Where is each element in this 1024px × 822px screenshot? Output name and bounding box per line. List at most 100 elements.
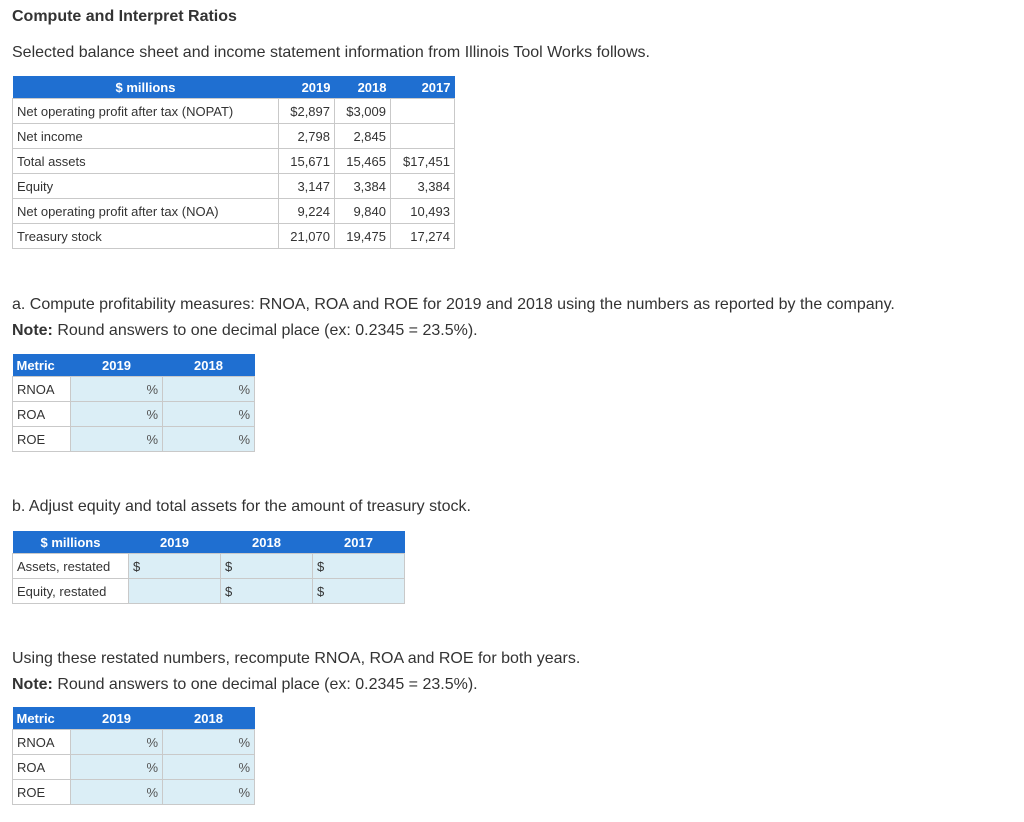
- cell-2018: $3,009: [334, 98, 391, 124]
- restated-rnoa-2019-input[interactable]: %: [70, 729, 163, 755]
- table-row: Assets, restated $ $ $: [12, 553, 405, 579]
- cell-2017: $17,451: [390, 148, 455, 174]
- part-c-note-label: Note:: [12, 676, 53, 693]
- table-row: Net income 2,798 2,845: [12, 123, 455, 149]
- table-row: RNOA % %: [12, 376, 255, 402]
- cell-2019: 2,798: [278, 123, 335, 149]
- table-row: ROA % %: [12, 754, 255, 780]
- dollar-unit: $: [317, 558, 325, 574]
- percent-unit: %: [146, 784, 158, 800]
- roe-2019-input[interactable]: %: [70, 426, 163, 452]
- table-row: Net operating profit after tax (NOA) 9,2…: [12, 198, 455, 224]
- cell-2019: 21,070: [278, 223, 335, 249]
- percent-unit: %: [146, 381, 158, 397]
- percent-unit: %: [146, 406, 158, 422]
- table-header-row: $ millions 2019 2018 2017: [12, 531, 405, 554]
- header-2017: 2017: [390, 76, 455, 99]
- header-2019: 2019: [128, 531, 221, 554]
- table-row: ROE % %: [12, 779, 255, 805]
- cell-2018: 9,840: [334, 198, 391, 224]
- cell-2019: $2,897: [278, 98, 335, 124]
- restated-roa-2019-input[interactable]: %: [70, 754, 163, 780]
- metric-label: ROA: [12, 754, 71, 780]
- cell-2019: 3,147: [278, 173, 335, 199]
- header-2018: 2018: [162, 707, 255, 730]
- restated-rnoa-2018-input[interactable]: %: [162, 729, 255, 755]
- header-metric: Metric: [12, 354, 71, 377]
- roe-2018-input[interactable]: %: [162, 426, 255, 452]
- percent-unit: %: [146, 431, 158, 447]
- cell-2017: 17,274: [390, 223, 455, 249]
- restated-table: $ millions 2019 2018 2017 Assets, restat…: [12, 531, 405, 604]
- cell-2017: [390, 98, 455, 124]
- header-2017: 2017: [312, 531, 405, 554]
- row-label: Treasury stock: [12, 223, 279, 249]
- row-label: Net income: [12, 123, 279, 149]
- cell-2017: 3,384: [390, 173, 455, 199]
- table-row: RNOA % %: [12, 729, 255, 755]
- part-c-text: Using these restated numbers, recompute …: [12, 650, 581, 667]
- part-c-note-text: Round answers to one decimal place (ex: …: [52, 676, 478, 693]
- metric-label: ROA: [12, 401, 71, 427]
- header-metric: Metric: [12, 707, 71, 730]
- part-a-question: a. Compute profitability measures: RNOA,…: [12, 292, 895, 344]
- row-label: Assets, restated: [12, 553, 129, 579]
- table-header-row: $ millions 2019 2018 2017: [12, 76, 455, 99]
- financial-data-table: $ millions 2019 2018 2017 Net operating …: [12, 76, 455, 249]
- part-a-note-label: Note:: [12, 322, 53, 339]
- row-label: Net operating profit after tax (NOPAT): [12, 98, 279, 124]
- dollar-unit: $: [317, 583, 325, 599]
- assets-2017-input[interactable]: $: [312, 553, 405, 579]
- header-2018: 2018: [334, 76, 391, 99]
- table-header-row: Metric 2019 2018: [12, 707, 255, 730]
- part-c-question: Using these restated numbers, recompute …: [12, 646, 580, 698]
- metric-label: ROE: [12, 426, 71, 452]
- intro-text: Selected balance sheet and income statem…: [12, 44, 650, 61]
- cell-2017: 10,493: [390, 198, 455, 224]
- table-row: Equity 3,147 3,384 3,384: [12, 173, 455, 199]
- part-b-question: b. Adjust equity and total assets for th…: [12, 498, 471, 515]
- table-row: Total assets 15,671 15,465 $17,451: [12, 148, 455, 174]
- percent-unit: %: [146, 734, 158, 750]
- restated-roa-2018-input[interactable]: %: [162, 754, 255, 780]
- cell-2018: 15,465: [334, 148, 391, 174]
- percent-unit: %: [238, 406, 250, 422]
- row-label: Equity: [12, 173, 279, 199]
- header-millions: $ millions: [12, 531, 129, 554]
- restated-roe-2018-input[interactable]: %: [162, 779, 255, 805]
- cell-2017: [390, 123, 455, 149]
- metric-label: RNOA: [12, 376, 71, 402]
- part-a-text: a. Compute profitability measures: RNOA,…: [12, 296, 895, 313]
- table-row: Equity, restated $ $: [12, 578, 405, 604]
- dollar-unit: $: [225, 583, 233, 599]
- table-header-row: Metric 2019 2018: [12, 354, 255, 377]
- percent-unit: %: [238, 381, 250, 397]
- header-2019: 2019: [70, 707, 163, 730]
- equity-2019-input[interactable]: [128, 578, 221, 604]
- cell-2018: 3,384: [334, 173, 391, 199]
- percent-unit: %: [146, 759, 158, 775]
- assets-2018-input[interactable]: $: [220, 553, 313, 579]
- cell-2018: 2,845: [334, 123, 391, 149]
- metric-label: ROE: [12, 779, 71, 805]
- percent-unit: %: [238, 784, 250, 800]
- equity-2018-input[interactable]: $: [220, 578, 313, 604]
- percent-unit: %: [238, 759, 250, 775]
- dollar-unit: $: [225, 558, 233, 574]
- percent-unit: %: [238, 431, 250, 447]
- header-2019: 2019: [70, 354, 163, 377]
- assets-2019-input[interactable]: $: [128, 553, 221, 579]
- cell-2018: 19,475: [334, 223, 391, 249]
- roa-2019-input[interactable]: %: [70, 401, 163, 427]
- restated-roe-2019-input[interactable]: %: [70, 779, 163, 805]
- page-title: Compute and Interpret Ratios: [12, 8, 237, 25]
- equity-2017-input[interactable]: $: [312, 578, 405, 604]
- rnoa-2019-input[interactable]: %: [70, 376, 163, 402]
- roa-2018-input[interactable]: %: [162, 401, 255, 427]
- rnoa-2018-input[interactable]: %: [162, 376, 255, 402]
- row-label: Total assets: [12, 148, 279, 174]
- metrics-table-a: Metric 2019 2018 RNOA % % ROA % % ROE % …: [12, 354, 255, 452]
- row-label: Equity, restated: [12, 578, 129, 604]
- table-row: Net operating profit after tax (NOPAT) $…: [12, 98, 455, 124]
- header-2019: 2019: [278, 76, 335, 99]
